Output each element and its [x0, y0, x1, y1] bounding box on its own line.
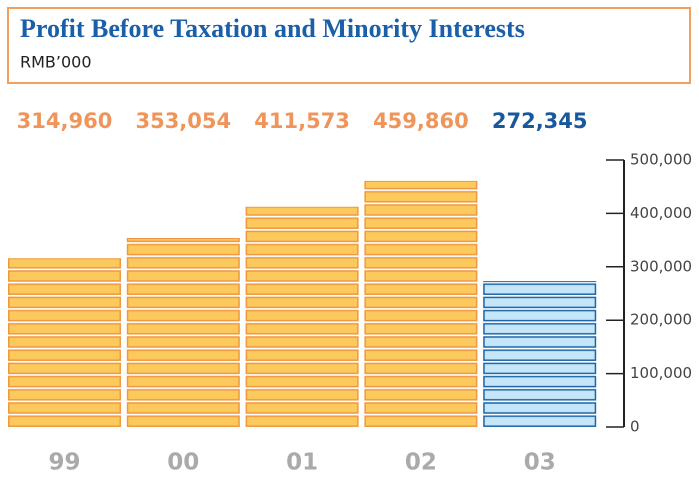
bar — [8, 258, 121, 427]
x-tick-label: 02 — [405, 450, 437, 476]
y-tick-label: 200,000 — [630, 311, 692, 329]
value-label: 353,054 — [135, 109, 231, 133]
chart-title: Profit Before Taxation and Minority Inte… — [20, 14, 525, 43]
bar — [245, 207, 359, 427]
y-tick-label: 300,000 — [630, 257, 692, 275]
value-label: 459,860 — [373, 109, 469, 133]
chart-subtitle: RMB’000 — [20, 53, 92, 72]
y-tick-label: 500,000 — [630, 151, 692, 169]
x-tick-label: 00 — [167, 450, 199, 476]
title-box — [7, 7, 691, 84]
bar — [483, 281, 597, 427]
value-label: 411,573 — [254, 109, 350, 133]
x-tick-label: 99 — [48, 450, 80, 476]
y-tick-label: 0 — [630, 418, 640, 436]
value-label: 314,960 — [17, 109, 113, 133]
bar — [364, 181, 478, 427]
x-tick-label: 03 — [524, 450, 556, 476]
y-tick-label: 100,000 — [630, 364, 692, 382]
x-tick-label: 01 — [286, 450, 318, 476]
bar — [126, 238, 240, 427]
y-tick-label: 400,000 — [630, 204, 692, 222]
value-label: 272,345 — [492, 109, 588, 133]
